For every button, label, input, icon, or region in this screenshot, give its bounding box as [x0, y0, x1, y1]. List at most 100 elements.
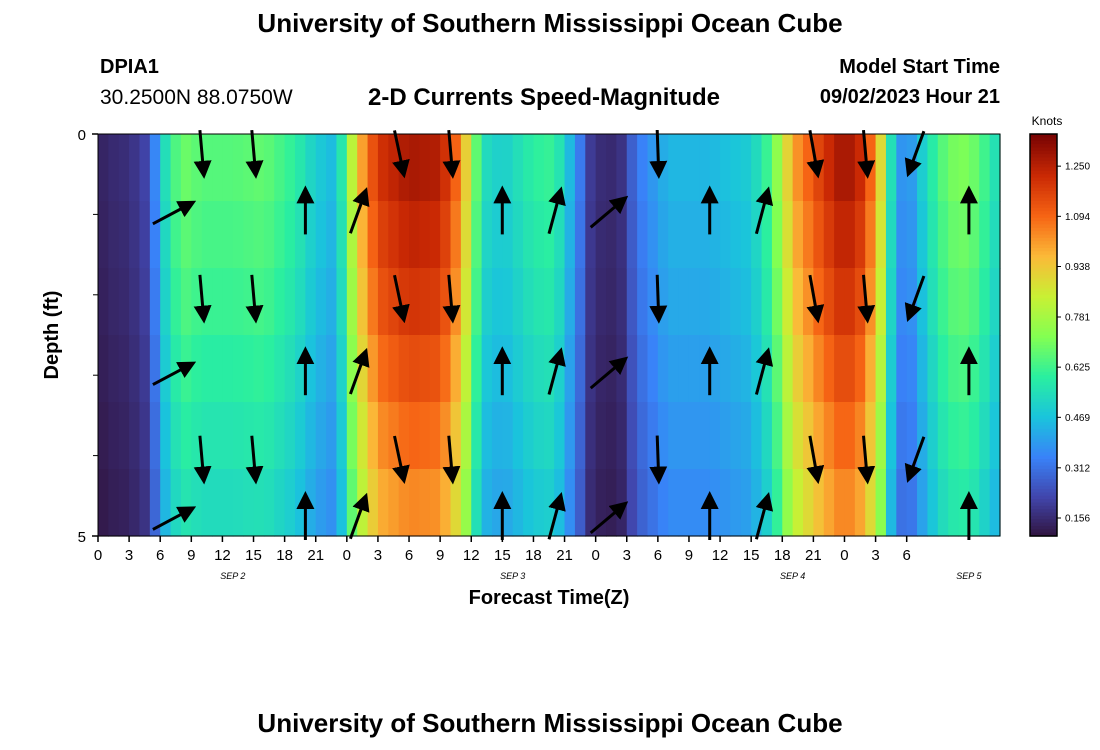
- x-tick-label: 0: [840, 547, 848, 564]
- heatmap-cell: [740, 268, 752, 336]
- heatmap-cell: [346, 201, 358, 269]
- colorbar-segment: [1030, 338, 1057, 343]
- heatmap-cell: [771, 402, 783, 470]
- heatmap-cell: [160, 268, 172, 336]
- heatmap-cell: [688, 268, 700, 336]
- colorbar-segment: [1030, 532, 1057, 537]
- colorbar-segment: [1030, 402, 1057, 406]
- heatmap-cell: [574, 134, 586, 202]
- heatmap-cell: [533, 201, 545, 269]
- heatmap-cell: [315, 402, 327, 470]
- heatmap-cell: [471, 335, 483, 403]
- heatmap-cell: [865, 268, 877, 336]
- heatmap-cell: [937, 469, 949, 537]
- colorbar-segment: [1030, 469, 1057, 473]
- heatmap-cell: [616, 469, 628, 537]
- colorbar-segment: [1030, 264, 1057, 269]
- colorbar-segment: [1030, 448, 1057, 453]
- heatmap-cell: [191, 469, 203, 537]
- colorbar-segment: [1030, 247, 1057, 252]
- heatmap-cell: [585, 402, 597, 470]
- y-tick-label: 5: [78, 529, 86, 546]
- colorbar-segment: [1030, 489, 1057, 494]
- heatmap-cell: [813, 268, 825, 336]
- heatmap-cell: [440, 335, 452, 403]
- heatmap-cell: [398, 134, 410, 202]
- heatmap-cell: [813, 335, 825, 403]
- heatmap-cell: [429, 335, 441, 403]
- current-vector-arrow: [193, 435, 212, 485]
- heatmap-cell: [626, 469, 638, 537]
- current-vector-arrow: [649, 274, 668, 324]
- heatmap-cell: [989, 268, 1001, 336]
- heatmap-cell: [917, 335, 929, 403]
- heatmap-cell: [730, 201, 742, 269]
- heatmap-cell: [263, 469, 275, 537]
- current-vector-arrow: [857, 274, 876, 324]
- heatmap-cell: [346, 402, 358, 470]
- colorbar-segment: [1030, 355, 1057, 360]
- heatmap-cell: [460, 134, 472, 202]
- heatmap-cell: [160, 402, 172, 470]
- heatmap-cell: [865, 402, 877, 470]
- heatmap-cell: [170, 134, 182, 202]
- heatmap-cell: [543, 335, 555, 403]
- colorbar-segment: [1030, 261, 1057, 266]
- colorbar-segment: [1030, 164, 1057, 169]
- heatmap-cell: [595, 402, 607, 470]
- x-tick-label: 15: [245, 547, 262, 564]
- colorbar-segment: [1030, 522, 1057, 527]
- heatmap-cell: [958, 335, 970, 403]
- heatmap-cell: [657, 469, 669, 537]
- heatmap-cell: [139, 134, 151, 202]
- colorbar-segment: [1030, 482, 1057, 487]
- heatmap-cell: [771, 335, 783, 403]
- heatmap-cell: [958, 268, 970, 336]
- chart-subtitle: 2-D Currents Speed-Magnitude: [368, 84, 721, 111]
- heatmap-cell: [523, 469, 535, 537]
- heatmap-cell: [937, 335, 949, 403]
- heatmap-cell: [730, 469, 742, 537]
- current-vector-arrow: [857, 129, 876, 179]
- colorbar-segment: [1030, 398, 1057, 403]
- heatmap-cell: [979, 134, 991, 202]
- heatmap-cell: [761, 335, 773, 403]
- heatmap-cell: [699, 134, 711, 202]
- heatmap-cell: [657, 268, 669, 336]
- heatmap-cell: [377, 402, 389, 470]
- heatmap-cell: [305, 268, 317, 336]
- heatmap-cell: [294, 134, 306, 202]
- colorbar-segment: [1030, 231, 1057, 236]
- colorbar-segment: [1030, 274, 1057, 279]
- heatmap-cell: [523, 268, 535, 336]
- heatmap-cell: [751, 201, 763, 269]
- heatmap-cell: [782, 469, 794, 537]
- colorbar-segment: [1030, 184, 1057, 189]
- heatmap-cell: [574, 268, 586, 336]
- heatmap-cell: [367, 268, 379, 336]
- heatmap-cell: [377, 335, 389, 403]
- heatmap-cell: [761, 201, 773, 269]
- colorbar-segment: [1030, 358, 1057, 363]
- heatmap-cell: [688, 402, 700, 470]
- heatmap-cell: [523, 335, 535, 403]
- heatmap-cell: [377, 134, 389, 202]
- x-axis-label: Forecast Time(Z): [469, 587, 630, 609]
- heatmap-cell: [440, 469, 452, 537]
- heatmap-cell: [875, 469, 887, 537]
- heatmap-cell: [564, 402, 576, 470]
- heatmap-cell: [968, 402, 980, 470]
- heatmap-cell: [471, 134, 483, 202]
- current-vector-arrow: [152, 506, 197, 531]
- heatmap-cell: [595, 335, 607, 403]
- heatmap-cell: [574, 335, 586, 403]
- x-tick-label: 9: [685, 547, 693, 564]
- heatmap-cell: [129, 268, 141, 336]
- heatmap-cell: [564, 268, 576, 336]
- heatmap-cell: [699, 268, 711, 336]
- heatmap-cell: [751, 268, 763, 336]
- heatmap-cell: [709, 469, 721, 537]
- heatmap-cell: [491, 201, 503, 269]
- heatmap-cell: [813, 402, 825, 470]
- heatmap-cell: [263, 201, 275, 269]
